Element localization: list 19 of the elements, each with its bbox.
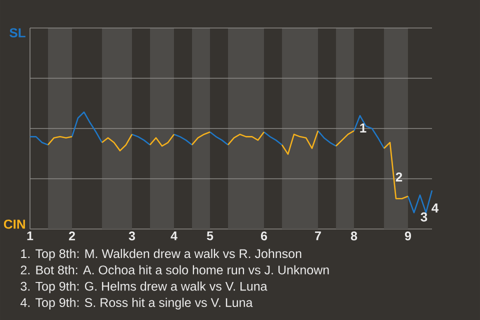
text: 4. Top 9th: S. Ross hit a single vs V. Luna	[20, 298, 253, 310]
x-tick-label: 8	[350, 232, 358, 240]
x-tick-label: 5	[206, 232, 214, 240]
text: SL	[10, 28, 26, 38]
x-tick-label: 4	[170, 232, 178, 240]
text: 2. Bot 8th: A. Ochoa hit a solo home run vs J. Unknown	[20, 265, 329, 274]
x-tick-label: 2	[68, 232, 75, 240]
annotation: 2	[396, 172, 402, 182]
text: 3. Top 9th: G. Helms drew a walk vs V. Luna	[20, 282, 268, 294]
annotation: 4	[432, 204, 439, 212]
text: 1. Top 8th: M. Walkden drew a walk vs R. Johnson	[21, 248, 302, 261]
annotation: 3	[420, 212, 428, 222]
text: CIN	[4, 220, 25, 229]
x-tick-label: 3	[128, 232, 136, 240]
x-tick-label: 9	[404, 232, 412, 240]
annotation: 1	[360, 124, 366, 132]
x-tick-label: 7	[315, 232, 321, 240]
x-tick-label: 6	[260, 232, 268, 240]
x-tick-label: 1	[27, 232, 34, 240]
